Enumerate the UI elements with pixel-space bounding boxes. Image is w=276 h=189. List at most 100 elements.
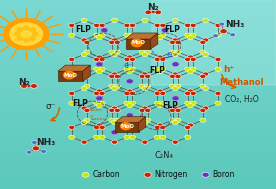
Circle shape [69, 67, 75, 71]
Bar [0, 123, 276, 124]
Circle shape [185, 91, 191, 95]
Circle shape [94, 125, 100, 129]
Circle shape [200, 40, 206, 44]
Circle shape [69, 33, 75, 37]
Bar [0, 26, 276, 27]
Circle shape [96, 89, 102, 93]
Circle shape [187, 123, 193, 127]
Bar [0, 128, 276, 129]
Circle shape [69, 91, 75, 95]
Circle shape [126, 45, 133, 50]
Bar [0, 144, 276, 145]
Circle shape [169, 74, 176, 78]
Circle shape [185, 33, 191, 37]
Bar [0, 97, 276, 98]
Bar [0, 74, 276, 75]
Text: C₂N₄: C₂N₄ [155, 151, 174, 160]
Circle shape [114, 84, 120, 88]
Bar [0, 114, 276, 115]
Circle shape [200, 118, 206, 122]
Bar [0, 19, 276, 20]
Bar [0, 121, 276, 122]
Bar [0, 70, 276, 71]
Bar [0, 173, 276, 174]
Bar [0, 140, 276, 141]
Circle shape [112, 72, 118, 76]
Circle shape [160, 135, 166, 139]
Circle shape [169, 84, 176, 88]
Circle shape [94, 101, 100, 105]
Text: Lₐₑₐₓ: Lₐₑₐₓ [90, 115, 106, 121]
Bar [0, 16, 276, 17]
Circle shape [131, 39, 142, 47]
Bar [0, 55, 276, 56]
Bar [0, 108, 276, 109]
Circle shape [145, 108, 151, 112]
Bar [0, 6, 276, 7]
Circle shape [172, 140, 178, 144]
Bar [0, 141, 276, 142]
Bar [0, 20, 276, 21]
Circle shape [200, 84, 206, 88]
Circle shape [112, 120, 118, 125]
Circle shape [190, 67, 196, 71]
Bar [0, 116, 276, 117]
Bar [0, 82, 276, 83]
Bar [0, 104, 276, 105]
Bar [0, 139, 276, 140]
Circle shape [112, 52, 118, 57]
Circle shape [187, 55, 193, 59]
Circle shape [160, 23, 166, 27]
Bar [0, 153, 276, 154]
Circle shape [31, 84, 37, 88]
Circle shape [202, 172, 209, 177]
Bar [0, 129, 276, 130]
Bar [0, 145, 276, 146]
FancyBboxPatch shape [152, 0, 276, 85]
Bar [0, 134, 276, 135]
Circle shape [172, 18, 178, 22]
Circle shape [190, 101, 196, 105]
Text: N₂: N₂ [147, 3, 159, 12]
Bar [0, 165, 276, 166]
Bar [0, 107, 276, 108]
Circle shape [81, 72, 87, 76]
Circle shape [99, 33, 105, 37]
Bar [0, 157, 276, 158]
Bar [0, 46, 276, 47]
Bar [0, 93, 276, 94]
Bar [0, 151, 276, 152]
Bar [0, 78, 276, 79]
Bar [0, 162, 276, 163]
Bar [0, 101, 276, 102]
Bar [0, 158, 276, 159]
Circle shape [172, 86, 178, 91]
Bar [0, 96, 276, 97]
Bar [0, 18, 276, 19]
Bar [0, 60, 276, 61]
Circle shape [4, 19, 49, 50]
Circle shape [127, 55, 133, 59]
Circle shape [175, 50, 181, 54]
Circle shape [109, 50, 115, 54]
Circle shape [157, 55, 163, 59]
Circle shape [129, 91, 136, 95]
Bar [0, 119, 276, 120]
Text: FLP: FLP [162, 101, 178, 110]
Circle shape [185, 67, 191, 71]
Bar [0, 67, 276, 68]
Circle shape [114, 118, 120, 122]
Circle shape [94, 67, 100, 71]
Bar [0, 27, 276, 28]
Bar [0, 17, 276, 18]
Circle shape [139, 40, 145, 44]
Bar [0, 172, 276, 173]
Bar [0, 5, 276, 6]
Circle shape [169, 118, 176, 122]
Bar [0, 29, 276, 30]
Circle shape [99, 67, 105, 71]
Circle shape [139, 84, 145, 88]
Circle shape [99, 57, 105, 61]
Circle shape [190, 57, 196, 61]
Bar [0, 168, 276, 169]
